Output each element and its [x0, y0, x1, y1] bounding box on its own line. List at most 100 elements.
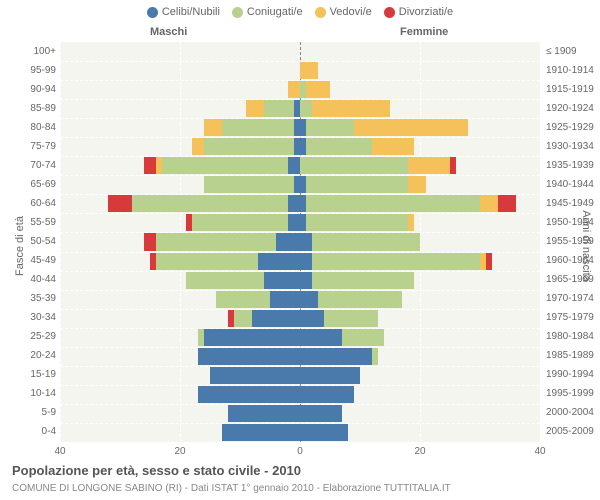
bar-segment-male-div [150, 253, 156, 270]
bar-segment-female-cel [300, 386, 354, 403]
grid-line-horizontal [60, 442, 540, 443]
bar-segment-male-cel [204, 329, 300, 346]
bar-segment-male-cel [210, 367, 300, 384]
y-tick-birth-label: 1945-1949 [546, 198, 594, 209]
pyramid-row [60, 80, 540, 99]
pyramid-row [60, 271, 540, 290]
y-tick-age-label: 10-14 [4, 388, 56, 399]
bar-segment-female-ved [408, 176, 426, 193]
legend-item: Coniugati/e [232, 6, 303, 18]
legend-label: Divorziati/e [399, 6, 453, 18]
legend-item: Divorziati/e [384, 6, 453, 18]
bar-segment-male-cel [258, 253, 300, 270]
y-tick-age-label: 90-94 [4, 84, 56, 95]
plot-area [60, 42, 540, 442]
bar-segment-male-con [132, 195, 288, 212]
bar-segment-female-ved [354, 119, 468, 136]
y-tick-age-label: 75-79 [4, 141, 56, 152]
bar-segment-male-cel [270, 291, 300, 308]
bar-segment-male-cel [198, 386, 300, 403]
grid-line-vertical [540, 42, 541, 442]
y-tick-birth-label: 1955-1959 [546, 236, 594, 247]
y-tick-age-label: 20-24 [4, 350, 56, 361]
bar-segment-male-div [144, 157, 156, 174]
bar-segment-male-con [156, 233, 276, 250]
pyramid-row [60, 194, 540, 213]
bar-segment-female-cel [300, 367, 360, 384]
legend-item: Vedovi/e [315, 6, 372, 18]
pyramid-row [60, 347, 540, 366]
pyramid-row [60, 175, 540, 194]
bar-segment-female-cel [300, 310, 324, 327]
bar-segment-male-con [222, 119, 294, 136]
bar-segment-female-con [312, 272, 414, 289]
pyramid-row [60, 213, 540, 232]
y-tick-birth-label: 1920-1924 [546, 103, 594, 114]
pyramid-row [60, 99, 540, 118]
y-tick-birth-label: 1990-1994 [546, 369, 594, 380]
bar-segment-female-cel [300, 272, 312, 289]
y-tick-age-label: 85-89 [4, 103, 56, 114]
bar-segment-male-ved [204, 119, 222, 136]
chart-subtitle: COMUNE DI LONGONE SABINO (RI) - Dati IST… [12, 483, 451, 494]
bar-segment-female-con [372, 348, 378, 365]
pyramid-row [60, 61, 540, 80]
y-tick-birth-label: 1985-1989 [546, 350, 594, 361]
x-tick-label: 0 [285, 446, 315, 457]
bar-segment-female-con [312, 253, 480, 270]
bar-segment-male-ved [246, 100, 264, 117]
pyramid-row [60, 366, 540, 385]
bar-segment-female-div [486, 253, 492, 270]
y-tick-birth-label: 1975-1979 [546, 312, 594, 323]
bar-segment-male-div [108, 195, 132, 212]
legend-swatch [147, 7, 158, 18]
bar-segment-female-ved [408, 214, 414, 231]
y-tick-birth-label: 1935-1939 [546, 160, 594, 171]
bar-segment-female-div [498, 195, 516, 212]
y-tick-age-label: 15-19 [4, 369, 56, 380]
y-tick-birth-label: 1925-1929 [546, 122, 594, 133]
legend-swatch [232, 7, 243, 18]
bar-segment-female-ved [408, 157, 450, 174]
bar-segment-male-cel [288, 157, 300, 174]
y-tick-age-label: 55-59 [4, 217, 56, 228]
y-tick-age-label: 40-44 [4, 274, 56, 285]
pyramid-row [60, 232, 540, 251]
bar-segment-male-con [192, 214, 288, 231]
bar-segment-female-con [312, 233, 420, 250]
y-tick-age-label: 100+ [4, 46, 56, 57]
bar-segment-female-cel [300, 424, 348, 441]
pyramid-row [60, 423, 540, 442]
y-tick-age-label: 65-69 [4, 179, 56, 190]
y-tick-age-label: 70-74 [4, 160, 56, 171]
bar-segment-male-cel [228, 405, 300, 422]
y-tick-birth-label: 1965-1969 [546, 274, 594, 285]
bar-segment-male-con [204, 138, 294, 155]
pyramid-row [60, 252, 540, 271]
bar-segment-male-cel [264, 272, 300, 289]
bar-segment-female-con [300, 100, 312, 117]
y-tick-birth-label: ≤ 1909 [546, 46, 577, 57]
y-tick-age-label: 30-34 [4, 312, 56, 323]
bar-segment-female-cel [300, 253, 312, 270]
bar-segment-female-cel [300, 348, 372, 365]
pyramid-row [60, 42, 540, 61]
bar-segment-female-con [306, 214, 408, 231]
bar-segment-female-ved [306, 81, 330, 98]
legend-label: Vedovi/e [330, 6, 372, 18]
bar-segment-female-con [300, 157, 408, 174]
y-tick-birth-label: 1930-1934 [546, 141, 594, 152]
y-tick-age-label: 95-99 [4, 65, 56, 76]
y-tick-age-label: 60-64 [4, 198, 56, 209]
y-tick-birth-label: 1910-1914 [546, 65, 594, 76]
legend-item: Celibi/Nubili [147, 6, 220, 18]
bar-segment-male-con [162, 157, 288, 174]
bar-segment-female-ved [300, 62, 318, 79]
bar-segment-male-cel [222, 424, 300, 441]
pyramid-row [60, 328, 540, 347]
bar-segment-female-div [450, 157, 456, 174]
pyramid-row [60, 309, 540, 328]
y-tick-age-label: 0-4 [4, 426, 56, 437]
legend-swatch [384, 7, 395, 18]
y-tick-age-label: 5-9 [4, 407, 56, 418]
